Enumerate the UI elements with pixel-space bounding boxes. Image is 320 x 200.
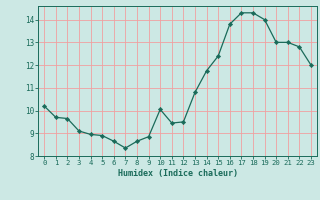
X-axis label: Humidex (Indice chaleur): Humidex (Indice chaleur)	[118, 169, 238, 178]
